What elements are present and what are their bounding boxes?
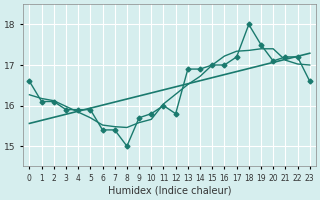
X-axis label: Humidex (Indice chaleur): Humidex (Indice chaleur) — [108, 186, 231, 196]
